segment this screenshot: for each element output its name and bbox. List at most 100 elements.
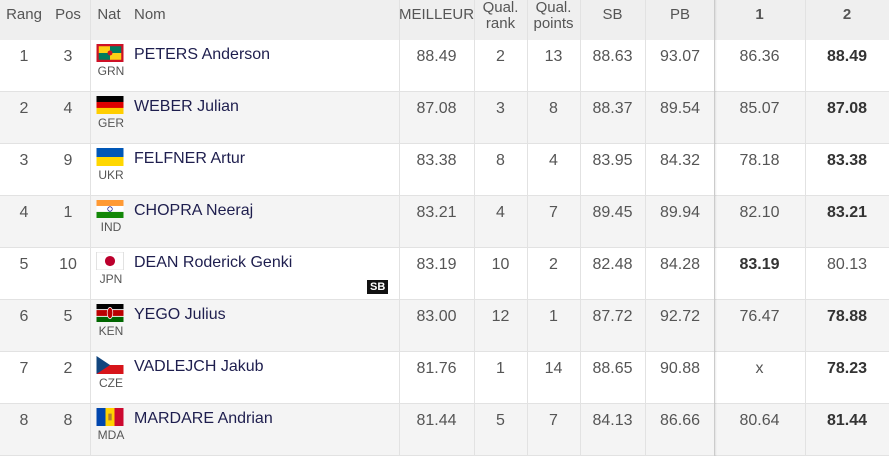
cell-rang: 4 xyxy=(19,204,29,221)
cell-qual-rank: 3 xyxy=(496,100,505,117)
athlete-name: PETERS Anderson xyxy=(134,46,271,63)
nat-code: GRN xyxy=(97,64,125,78)
cell-qual-points: 4 xyxy=(549,152,558,169)
attempt: 81.44 xyxy=(826,412,868,429)
cell-sb: 88.37 xyxy=(592,100,633,117)
column-header: Qual. points xyxy=(533,0,574,32)
athlete-name: YEGO Julius xyxy=(134,306,226,323)
nat-code: JPN xyxy=(99,272,123,286)
cell-rang: 3 xyxy=(19,152,29,169)
cell-sb: 83.95 xyxy=(592,152,633,169)
cell-pos: 10 xyxy=(59,256,77,273)
cell-qual-points: 14 xyxy=(544,360,563,377)
column-header: Qual. rank xyxy=(482,0,519,32)
attempt: 80.64 xyxy=(739,412,780,429)
cell-meilleur: 81.76 xyxy=(416,360,457,377)
column-header: Rang xyxy=(6,7,42,23)
cell-meilleur: 83.19 xyxy=(416,256,457,273)
cell-pb: 86.66 xyxy=(659,412,701,429)
column-header: SB xyxy=(602,7,623,23)
cell-pb: 92.72 xyxy=(659,308,701,325)
cell-meilleur: 83.38 xyxy=(416,152,457,169)
cell-sb: 84.13 xyxy=(592,412,633,429)
column-header: Nom xyxy=(134,7,166,23)
nat-code: MDA xyxy=(97,428,125,442)
column-separator xyxy=(90,0,91,456)
table-header xyxy=(0,0,889,40)
cell-qual-points: 7 xyxy=(549,412,558,429)
cell-qual-rank: 10 xyxy=(491,256,510,273)
cell-rang: 2 xyxy=(19,100,29,117)
column-separator xyxy=(399,0,400,456)
attempt: 78.88 xyxy=(826,308,868,325)
cell-qual-rank: 1 xyxy=(496,360,505,377)
column-separator xyxy=(645,0,646,456)
athlete-name: MARDARE Andrian xyxy=(134,410,273,427)
athlete-name: DEAN Roderick Genki xyxy=(134,254,293,271)
cell-sb: 88.63 xyxy=(592,48,633,65)
column-separator xyxy=(580,0,581,456)
cell-pos: 9 xyxy=(63,152,73,169)
cell-qual-points: 1 xyxy=(549,308,558,325)
cell-pos: 8 xyxy=(63,412,73,429)
table-row xyxy=(0,404,889,456)
nat-code: CZE xyxy=(99,376,123,390)
cell-sb: 82.48 xyxy=(592,256,633,273)
record-badge: SB xyxy=(367,280,389,294)
flag xyxy=(96,356,124,374)
cell-sb: 88.65 xyxy=(592,360,633,377)
cell-rang: 5 xyxy=(19,256,29,273)
column-header: Nat xyxy=(97,7,121,23)
attempt: 83.38 xyxy=(826,152,868,169)
attempt: x xyxy=(755,360,764,377)
nat-code: GER xyxy=(97,116,124,130)
column-header: Pos xyxy=(55,7,81,23)
cell-pos: 1 xyxy=(63,204,73,221)
cell-meilleur: 88.49 xyxy=(416,48,457,65)
nat-code: KEN xyxy=(98,324,124,338)
cell-sb: 87.72 xyxy=(592,308,633,325)
column-header: MEILLEUR xyxy=(399,7,474,23)
table-row xyxy=(0,248,889,300)
attempt: 80.13 xyxy=(826,256,868,273)
nat-code: UKR xyxy=(98,168,124,182)
table-row xyxy=(0,92,889,144)
column-separator xyxy=(527,0,528,456)
athlete-name: CHOPRA Neeraj xyxy=(134,202,254,219)
flag xyxy=(96,44,124,62)
table-row xyxy=(0,40,889,92)
cell-pos: 4 xyxy=(63,100,73,117)
cell-rang: 7 xyxy=(19,360,29,377)
cell-meilleur: 81.44 xyxy=(416,412,457,429)
flag xyxy=(96,200,124,218)
cell-pb: 93.07 xyxy=(659,48,701,65)
cell-meilleur: 83.21 xyxy=(416,204,457,221)
cell-pb: 89.94 xyxy=(659,204,701,221)
flag xyxy=(96,408,124,426)
cell-pb: 89.54 xyxy=(659,100,701,117)
column-header: PB xyxy=(669,7,690,23)
attempt: 85.07 xyxy=(739,100,780,117)
cell-pb: 90.88 xyxy=(659,360,701,377)
cell-rang: 1 xyxy=(19,48,29,65)
athlete-name: VADLEJCH Jakub xyxy=(134,358,264,375)
cell-qual-rank: 2 xyxy=(496,48,505,65)
column-header: 2 xyxy=(842,7,852,23)
cell-meilleur: 83.00 xyxy=(416,308,457,325)
athlete-name: WEBER Julian xyxy=(134,98,239,115)
attempt: 82.10 xyxy=(739,204,780,221)
cell-qual-rank: 5 xyxy=(496,412,505,429)
column-separator xyxy=(805,0,806,456)
cell-rang: 8 xyxy=(19,412,29,429)
cell-pos: 5 xyxy=(63,308,73,325)
table-row xyxy=(0,300,889,352)
cell-qual-rank: 4 xyxy=(496,204,505,221)
flag xyxy=(96,96,124,114)
cell-rang: 6 xyxy=(19,308,29,325)
flag xyxy=(96,304,124,322)
nat-code: IND xyxy=(100,220,122,234)
cell-qual-rank: 12 xyxy=(491,308,510,325)
cell-qual-points: 8 xyxy=(549,100,558,117)
attempt: 86.36 xyxy=(739,48,780,65)
cell-pos: 2 xyxy=(63,360,73,377)
